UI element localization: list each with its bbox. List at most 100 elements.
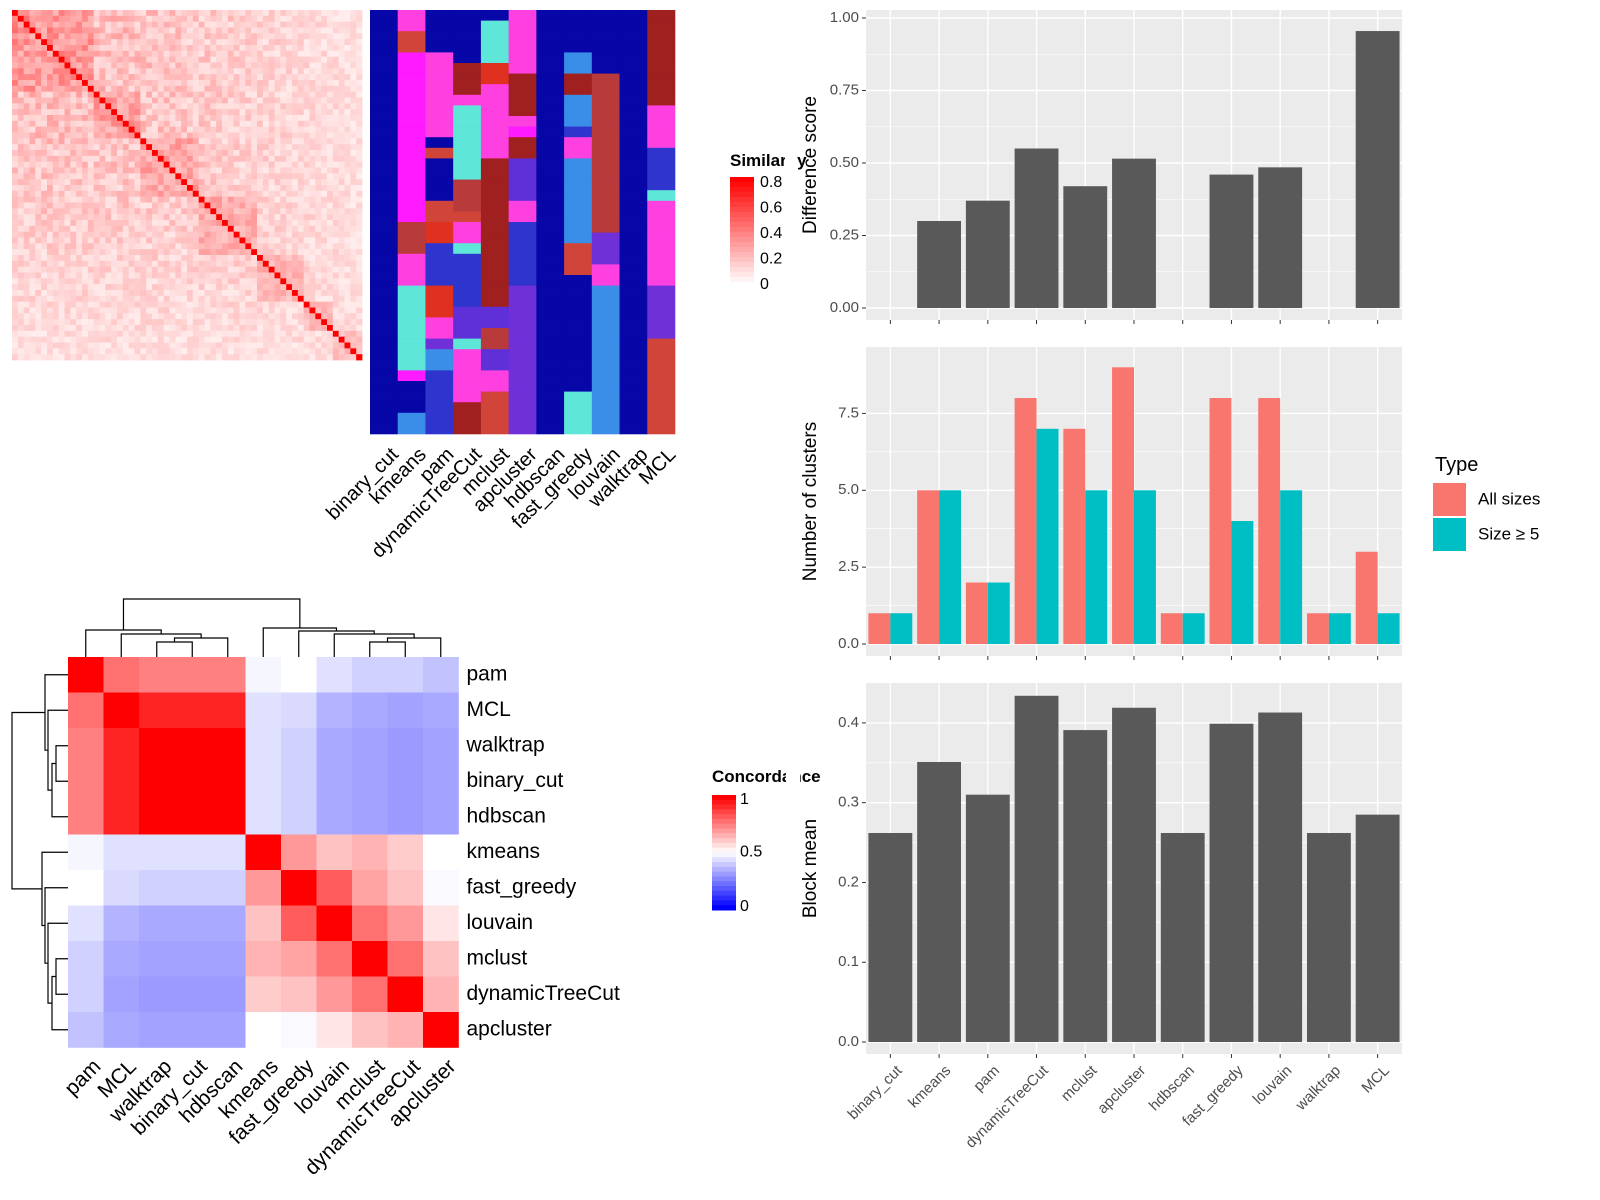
similarity-cell (35, 249, 42, 256)
similarity-cell (227, 33, 235, 40)
similarity-cell (327, 278, 334, 285)
similarity-cell (152, 330, 159, 338)
similarity-cell (350, 319, 357, 326)
similarity-cell (117, 185, 124, 192)
similarity-cell (64, 336, 71, 343)
similarity-cell (157, 138, 165, 145)
assignment-cell-mclust (480, 179, 509, 191)
assignment-cell-louvain (591, 402, 620, 414)
similarity-cell (152, 150, 159, 157)
assignment-cell-pam (425, 10, 454, 21)
concordance-cell (210, 763, 246, 800)
similarity-cell (64, 243, 71, 250)
similarity-cell (286, 45, 293, 52)
assignment-cell-apcluster (508, 402, 537, 414)
similarity-cell (117, 56, 124, 63)
similarity-legend-swatch (730, 227, 754, 233)
similarity-cell (233, 284, 240, 291)
similarity-cell (17, 325, 25, 332)
assignment-cell-apcluster (508, 349, 537, 361)
similarity-cell (222, 74, 229, 81)
similarity-cell (251, 208, 258, 215)
y-tick-label: 0.4 (838, 714, 859, 731)
similarity-cell (245, 301, 252, 308)
similarity-cell (257, 202, 264, 209)
similarity-cell (292, 190, 299, 198)
bar-size-ge5-apcluster (1134, 490, 1156, 644)
similarity-cell (274, 301, 281, 308)
similarity-cell (227, 179, 235, 186)
similarity-cell (227, 50, 235, 58)
assignment-cell-MCL (647, 381, 676, 392)
similarity-cell (169, 80, 176, 87)
similarity-cell (134, 167, 141, 174)
similarity-cell (268, 10, 275, 17)
similarity-cell (192, 109, 200, 116)
similarity-cell (198, 39, 205, 46)
similarity-cell (332, 307, 340, 314)
similarity-cell (309, 196, 316, 203)
similarity-cell (274, 196, 281, 203)
similarity-cell (204, 278, 211, 285)
similarity-cell (23, 126, 30, 133)
assignment-cell-mclust (480, 200, 509, 212)
y-axis-title: Number of clusters (800, 422, 821, 581)
similarity-cell (245, 220, 252, 227)
similarity-cell (58, 319, 65, 326)
similarity-cell (239, 74, 246, 81)
similarity-cell (216, 120, 223, 128)
similarity-cell (233, 220, 240, 227)
similarity-cell (350, 45, 357, 52)
similarity-cell (350, 225, 357, 233)
similarity-cell (117, 21, 124, 28)
similarity-cell (140, 138, 147, 145)
concordance-cell (210, 870, 246, 906)
concordance-legend-swatch (712, 847, 736, 853)
similarity-cell (327, 313, 334, 320)
similarity-cell (227, 295, 235, 303)
similarity-cell (303, 260, 310, 268)
similarity-cell (152, 138, 159, 145)
similarity-cell (303, 115, 310, 122)
y-tick-label: 1.00 (830, 9, 859, 26)
assignment-cell-walktrap (619, 317, 648, 329)
similarity-cell (210, 290, 217, 297)
similarity-cell (239, 39, 246, 46)
similarity-cell (309, 249, 316, 256)
assignment-cell-louvain (591, 306, 620, 318)
similarity-cell (227, 126, 235, 133)
similarity-cell (82, 325, 89, 332)
assignment-cell-hdbscan (536, 211, 565, 223)
similarity-cell (268, 21, 275, 28)
similarity-cell (216, 173, 223, 180)
similarity-cell (274, 319, 281, 326)
similarity-cell (82, 307, 89, 314)
similarity-cell (286, 330, 293, 338)
similarity-cell (152, 161, 159, 168)
assignment-cell-kmeans (397, 211, 426, 223)
concordance-cell (68, 728, 104, 764)
concordance-cell (281, 941, 317, 977)
similarity-cell (344, 167, 351, 174)
similarity-cell (338, 214, 345, 221)
similarity-cell (239, 260, 246, 268)
similarity-cell (321, 10, 328, 17)
assignment-cell-apcluster (508, 41, 537, 53)
similarity-cell (251, 348, 258, 355)
assignment-cell-louvain (591, 73, 620, 85)
similarity-cell (245, 150, 252, 157)
similarity-cell (292, 27, 299, 34)
similarity-cell (70, 62, 77, 69)
similarity-cell (93, 272, 100, 279)
assignment-cell-kmeans (397, 179, 426, 191)
similarity-cell (239, 10, 246, 17)
concordance-cell (245, 1012, 282, 1048)
similarity-cell (309, 115, 316, 122)
similarity-cell (169, 278, 176, 285)
similarity-cell (117, 74, 124, 81)
similarity-cell (169, 173, 176, 180)
concordance-cell (174, 834, 211, 871)
similarity-cell (146, 284, 153, 291)
similarity-cell (17, 15, 25, 23)
similarity-cell (35, 179, 42, 186)
